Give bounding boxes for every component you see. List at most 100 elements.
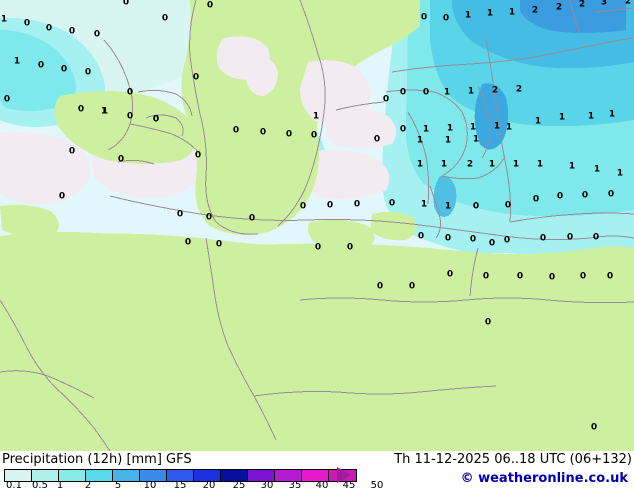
map-value-label: 0 xyxy=(299,201,307,212)
map-value-label: 0 xyxy=(161,13,169,24)
colorbar-segment-4 xyxy=(113,470,140,481)
map-value-label: 0 xyxy=(590,422,598,433)
map-value-label: 0 xyxy=(314,242,322,253)
map-value-label: 2 xyxy=(624,0,632,7)
map-value-label: 1 xyxy=(100,106,108,117)
colorbar-overflow-arrow xyxy=(337,467,351,483)
map-value-label: 2 xyxy=(466,159,474,170)
map-value-label: 1 xyxy=(312,111,320,122)
map-value-label: 0 xyxy=(206,0,214,11)
map-value-label: 0 xyxy=(326,200,334,211)
colorbar-tick-25: 25 xyxy=(232,480,246,491)
map-value-label: 0 xyxy=(353,199,361,210)
map-value-label: 0 xyxy=(77,104,85,115)
map-value-label: 1 xyxy=(568,161,576,172)
coastline-layer xyxy=(0,0,634,451)
map-value-label: 0 xyxy=(420,12,428,23)
map-value-label: 1 xyxy=(440,159,448,170)
map-value-label: 1 xyxy=(488,159,496,170)
map-value-label: 1 xyxy=(486,8,494,19)
colorbar-tick-0.5: 0.5 xyxy=(32,480,48,491)
legend-title: Precipitation (12h) [mm] GFS xyxy=(2,452,192,467)
colorbar-tick-0.1: 0.1 xyxy=(6,480,22,491)
map-value-label: 2 xyxy=(555,2,563,13)
map-value-label: 0 xyxy=(484,317,492,328)
map-value-label: 1 xyxy=(616,168,624,179)
map-value-label: 0 xyxy=(84,67,92,78)
map-value-label: 1 xyxy=(505,122,513,133)
map-value-label: 1 xyxy=(558,112,566,123)
map-value-label: 0 xyxy=(126,87,134,98)
colorbar-tick-50: 50 xyxy=(370,480,384,491)
map-value-label: 0 xyxy=(469,234,477,245)
map-value-label: 0 xyxy=(215,239,223,250)
map-value-label: 0 xyxy=(192,72,200,83)
map-value-label: 0 xyxy=(516,271,524,282)
map-value-label: 0 xyxy=(45,23,53,34)
colorbar-tick-10: 10 xyxy=(143,480,157,491)
map-value-label: 0 xyxy=(68,146,76,157)
map-value-label: 0 xyxy=(399,124,407,135)
map-value-label: 0 xyxy=(259,127,267,138)
map-value-label: 1 xyxy=(420,199,428,210)
map-value-label: 1 xyxy=(443,87,451,98)
map-value-label: 0 xyxy=(248,213,256,224)
map-value-label: 1 xyxy=(467,86,475,97)
map-value-label: 0 xyxy=(442,13,450,24)
colorbar-tick-40: 40 xyxy=(315,480,329,491)
map-value-label: 1 xyxy=(416,135,424,146)
map-value-label: 0 xyxy=(482,271,490,282)
map-value-label: 0 xyxy=(376,281,384,292)
map-value-label: 1 xyxy=(493,121,501,132)
map-value-label: 1 xyxy=(508,7,516,18)
map-value-label: 1 xyxy=(444,135,452,146)
map-value-label: 2 xyxy=(515,84,523,95)
map-value-label: 0 xyxy=(126,111,134,122)
map-value-label: 1 xyxy=(472,134,480,145)
map-value-label: 0 xyxy=(382,94,390,105)
map-value-label: 0 xyxy=(446,269,454,280)
map-value-label: 0 xyxy=(37,60,45,71)
map-value-label: 0 xyxy=(422,87,430,98)
map-value-label: 0 xyxy=(68,26,76,37)
map-value-label: 0 xyxy=(194,150,202,161)
map-value-label: 1 xyxy=(512,159,520,170)
map-value-label: 0 xyxy=(504,200,512,211)
colorbar-segment-10 xyxy=(275,470,302,481)
map-value-label: 1 xyxy=(416,159,424,170)
map-value-label: 0 xyxy=(23,18,31,29)
colorbar-segment-2 xyxy=(59,470,86,481)
map-value-label: 1 xyxy=(422,124,430,135)
colorbar-segment-1 xyxy=(32,470,59,481)
map-value-label: 0 xyxy=(566,232,574,243)
map-value-label: 1 xyxy=(593,164,601,175)
map-value-label: 1 xyxy=(608,109,616,120)
map-canvas xyxy=(0,0,634,451)
map-value-label: 1 xyxy=(536,159,544,170)
map-value-label: 1 xyxy=(469,122,477,133)
map-value-label: 0 xyxy=(285,129,293,140)
map-value-label: 0 xyxy=(532,194,540,205)
map-value-label: 0 xyxy=(122,0,130,8)
map-value-label: 0 xyxy=(184,237,192,248)
map-value-label: 1 xyxy=(0,14,8,25)
forecast-datetime: Th 11-12-2025 06..18 UTC (06+132) xyxy=(394,452,632,467)
map-value-label: 1 xyxy=(587,111,595,122)
colorbar-tick-5: 5 xyxy=(114,480,122,491)
map-value-label: 1 xyxy=(101,106,109,117)
map-value-label: 0 xyxy=(417,231,425,242)
map-value-label: 0 xyxy=(346,242,354,253)
map-value-label: 0 xyxy=(444,233,452,244)
map-value-label: 0 xyxy=(58,191,66,202)
map-value-label: 1 xyxy=(534,116,542,127)
map-value-label: 0 xyxy=(581,190,589,201)
map-value-label: 0 xyxy=(399,87,407,98)
colorbar-segment-9 xyxy=(248,470,275,481)
colorbar-tick-35: 35 xyxy=(288,480,302,491)
colorbar-segment-8 xyxy=(221,470,248,481)
map-value-label: 0 xyxy=(579,271,587,282)
colorbar-tick-20: 20 xyxy=(202,480,216,491)
map-value-label: 0 xyxy=(152,114,160,125)
